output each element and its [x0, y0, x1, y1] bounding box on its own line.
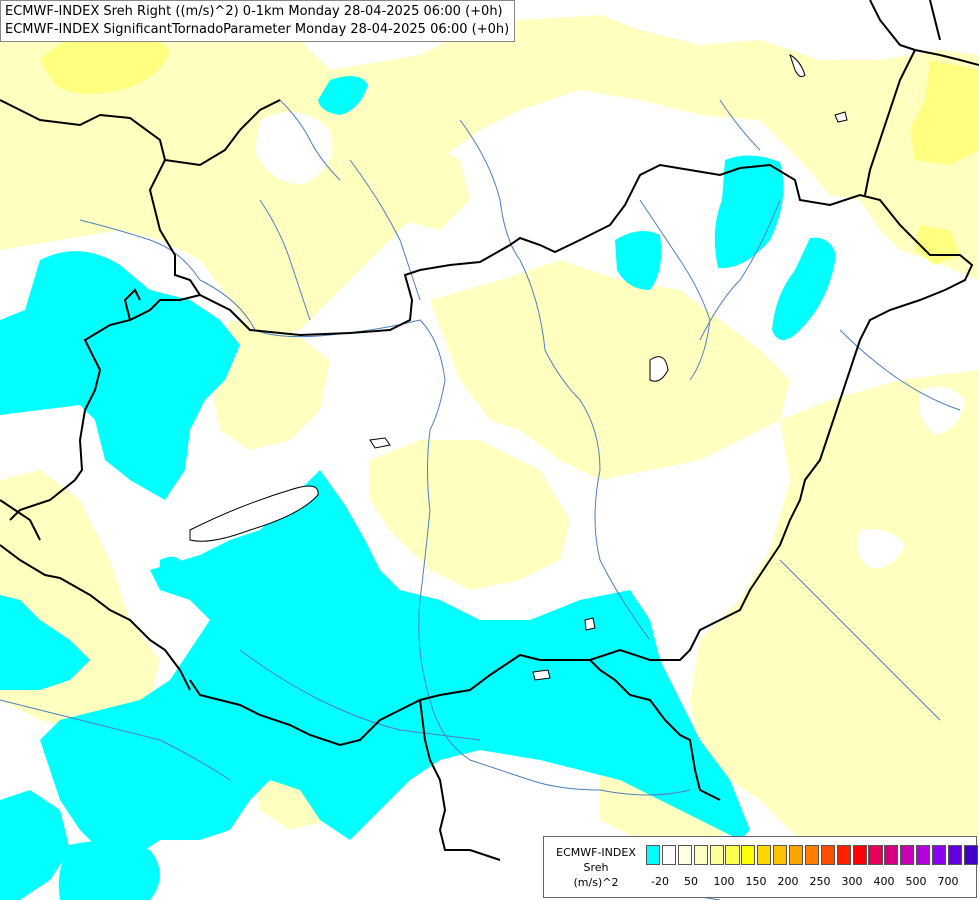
legend-swatch	[725, 845, 740, 865]
legend-title-line-1: ECMWF-INDEX	[556, 846, 636, 859]
legend-swatch	[677, 845, 692, 865]
legend-title-line-3: (m/s)^2	[573, 876, 619, 889]
legend-tick-label: 400	[873, 875, 895, 888]
legend-tick-label: 200	[777, 875, 799, 888]
legend-tick-label: 700	[937, 875, 959, 888]
legend-swatch	[916, 845, 931, 865]
legend-swatch	[789, 845, 804, 865]
legend-swatch	[836, 845, 851, 865]
legend-swatch	[868, 845, 883, 865]
legend-tick-label: 500	[905, 875, 927, 888]
sreh-white-regions	[180, 107, 965, 569]
legend-swatch	[709, 845, 724, 865]
legend-swatch	[963, 845, 978, 865]
legend-swatch	[804, 845, 819, 865]
legend-swatch	[820, 845, 835, 865]
legend-swatches	[646, 845, 979, 865]
legend-ticks: -20 50 100 150 200 250 300 400 500 700	[646, 875, 976, 889]
legend-swatch	[947, 845, 963, 865]
legend-tick-label: 250	[809, 875, 831, 888]
legend-title-line-2: Sreh	[583, 861, 609, 874]
header-line-1: ECMWF-INDEX Sreh Right ((m/s)^2) 0-1km M…	[5, 4, 503, 19]
legend-swatch	[884, 845, 899, 865]
legend-tick-label: 100	[713, 875, 735, 888]
legend-swatch	[757, 845, 772, 865]
color-legend: ECMWF-INDEX Sreh (m/s)^2 -20 50 100 150 200 2…	[543, 836, 979, 898]
legend-swatch	[773, 845, 788, 865]
legend-swatch	[741, 845, 756, 865]
legend-tick-label: 300	[841, 875, 863, 888]
sreh-cyan-regions	[0, 76, 836, 900]
country-borders	[0, 0, 979, 861]
legend-swatch	[852, 845, 867, 865]
legend-swatch	[693, 845, 708, 865]
map-header: ECMWF-INDEX Sreh Right ((m/s)^2) 0-1km M…	[0, 0, 515, 42]
legend-swatch	[932, 845, 947, 865]
legend-swatch	[646, 845, 661, 865]
header-line-2: ECMWF-INDEX SignificantTornadoParameter …	[5, 22, 510, 37]
lakes	[189, 54, 848, 681]
legend-swatch	[661, 845, 676, 865]
legend-swatch	[900, 845, 915, 865]
legend-tick-label: -20	[651, 875, 669, 888]
legend-tick-label: 50	[684, 875, 698, 888]
legend-tick-label: 150	[745, 875, 767, 888]
legend-title: ECMWF-INDEX Sreh (m/s)^2	[548, 845, 644, 890]
